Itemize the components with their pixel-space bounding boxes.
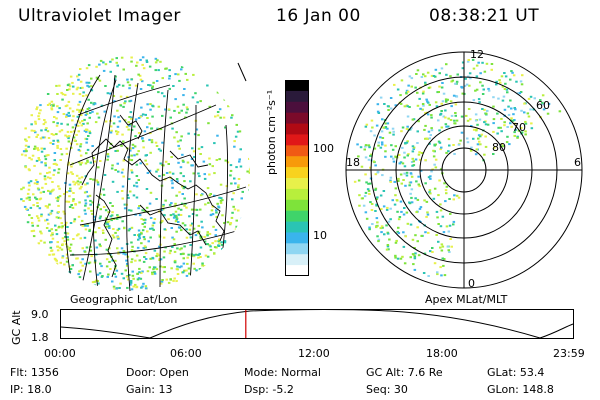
info-sequence: Seq: 30 [366,383,408,396]
instrument-title: Ultraviolet Imager [18,6,181,26]
mlat-label-60: 60 [536,99,550,112]
mlat-label-80: 80 [492,141,506,154]
info-glon: GLon: 148.8 [487,383,554,396]
geo-grid-lines [64,74,247,291]
altitude-tick-high: 9.0 [31,308,49,321]
colorbar-swatch [285,265,309,276]
colorbar-swatch [285,112,309,125]
colorbar-swatch [285,101,309,114]
polar-mlat-mlt-plot [345,51,583,289]
colorbar-swatch [285,221,309,234]
mlt-label-0: 0 [468,277,475,290]
info-ip: IP: 18.0 [10,383,52,396]
polar-auroral-emission [353,58,562,277]
image-date: 16 Jan 00 [276,6,361,26]
colorbar-swatch [285,167,309,179]
info-gain: Gain: 13 [126,383,173,396]
polar-panel-label: Apex MLat/MLT [425,293,508,306]
info-mode: Mode: Normal [244,366,321,379]
colorbar-swatch [285,254,309,266]
altitude-timeline-plot [60,309,574,339]
info-door: Door: Open [126,366,189,379]
colorbar-tick-100: 100 [313,142,334,155]
info-flight: Flt: 1356 [10,366,59,379]
colorbar-units-label: photon cm⁻²s⁻¹ [265,89,278,175]
geo-auroral-emission [20,56,250,291]
geo-frame-arc [237,62,247,82]
altitude-tick-low: 1.8 [31,331,49,344]
time-tick-1200: 12:00 [298,347,330,360]
colorbar-swatch [285,134,309,146]
colorbar-swatch [285,188,309,201]
mlt-label-12: 12 [470,48,484,61]
time-tick-0600: 06:00 [170,347,202,360]
colorbar-swatch [285,178,309,190]
geo-panel-label: Geographic Lat/Lon [70,293,178,306]
colorbar-swatch [285,123,309,136]
colorbar-swatch [285,232,309,244]
colorbar-swatch [285,80,309,92]
mlt-label-6: 6 [574,156,581,169]
time-tick-2359: 23:59 [553,347,585,360]
time-tick-0000: 00:00 [44,347,76,360]
colorbar-swatch [285,90,309,103]
colorbar-swatch [285,156,309,168]
mlat-label-70: 70 [512,121,526,134]
colorbar-swatch [285,243,309,255]
colorbar-swatch [285,199,309,212]
colorbar-frame [285,80,309,276]
altitude-curve [60,309,574,339]
polar-grid [345,51,583,289]
image-time: 08:38:21 UT [429,6,540,26]
color-scale-bar [285,80,309,276]
geographic-globe-panel [20,56,250,291]
info-gc-altitude: GC Alt: 7.6 Re [366,366,443,379]
info-glat: GLat: 53.4 [487,366,545,379]
altitude-axis-label: GC Alt [10,310,23,345]
mlt-label-18: 18 [346,156,360,169]
colorbar-swatch [285,145,309,157]
colorbar-swatch [285,210,309,223]
colorbar-tick-10: 10 [313,229,327,242]
geo-coastlines [81,114,225,278]
info-dsp: Dsp: -5.2 [244,383,294,396]
time-tick-1800: 18:00 [426,347,458,360]
